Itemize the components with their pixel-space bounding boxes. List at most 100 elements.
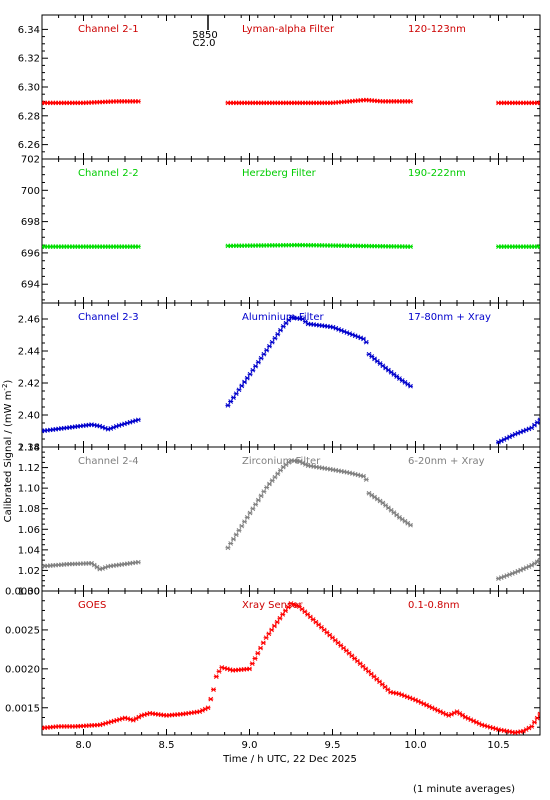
data-point	[247, 371, 253, 377]
panel-label-2: Aluminium Filter	[242, 312, 325, 323]
data-point	[228, 541, 234, 546]
data-point	[269, 339, 275, 345]
data-point	[264, 485, 270, 490]
y-tick-label: 694	[21, 280, 40, 291]
panel-3: 2.38 2.40 2.42 2.44 2.46 Channel 2-3 Aluminium…	[18, 302, 541, 454]
data-point	[260, 640, 266, 646]
data-point	[250, 506, 256, 512]
data-point	[280, 324, 286, 329]
data-point	[230, 536, 236, 542]
panel-2: 694 696 698 700 702 Channel 2-2 Herzberg Filte…	[21, 155, 541, 304]
y-tick-label: 1.06	[18, 525, 40, 536]
data-point	[255, 359, 261, 365]
data-point	[408, 383, 414, 389]
y-tick-label: 6.26	[18, 140, 40, 151]
x-tick-label: 9.0	[242, 740, 258, 751]
data-point	[225, 545, 231, 551]
data-point	[405, 381, 411, 387]
data-point	[244, 514, 250, 520]
panel-label-1: Channel 2-2	[78, 168, 139, 179]
data-point	[537, 711, 540, 717]
y-tick-label: 1.10	[18, 484, 40, 495]
y-tick-label: 1.00	[18, 587, 40, 598]
data-point	[228, 399, 234, 404]
data-point	[135, 244, 141, 250]
x-tick-label: 8.5	[159, 740, 175, 751]
panel-label-2: Herzberg Filter	[242, 168, 317, 179]
data-point	[408, 522, 414, 528]
y-tick-label: 2.44	[18, 347, 40, 358]
series-points	[42, 242, 540, 250]
panels-group: 6.26 6.28 6.30 6.32 6.34 Channel 2-1 Lyman-alp…	[5, 14, 541, 751]
data-point	[269, 627, 275, 633]
y-axis-label: Calibrated Signal / (mW m-2)	[1, 380, 14, 523]
data-point	[236, 387, 242, 393]
y-tick-label: 1.08	[18, 504, 40, 515]
data-point	[261, 489, 267, 494]
x-tick-label: 10.5	[487, 740, 509, 751]
data-point	[534, 715, 540, 721]
event-marker-class: C2.0	[193, 38, 216, 49]
y-tick-label: 1.04	[18, 545, 40, 556]
data-point	[253, 502, 259, 507]
data-point	[258, 355, 264, 361]
data-point	[135, 559, 141, 565]
panel-label-3: 190-222nm	[408, 168, 466, 179]
data-point	[531, 719, 537, 725]
data-point	[277, 467, 283, 473]
data-point	[537, 557, 540, 563]
panel-4: 1.00 1.02 1.04 1.06 1.08 1.10 1.12 1.14 Channel …	[18, 443, 541, 598]
y-tick-label: 1.14	[18, 443, 40, 454]
panel-1: 6.26 6.28 6.30 6.32 6.34 Channel 2-1 Lyman-alp…	[18, 14, 541, 160]
data-point	[239, 523, 245, 529]
panel-frame	[41, 158, 541, 304]
data-point	[537, 417, 540, 423]
data-point	[266, 481, 272, 487]
data-point	[275, 331, 281, 337]
x-tick-label: 9.5	[325, 740, 341, 751]
data-point	[261, 351, 267, 357]
data-point	[363, 477, 369, 482]
data-point	[274, 619, 280, 625]
data-point	[408, 99, 414, 104]
panel-label-2: Lyman-alpha Filter	[242, 24, 335, 35]
data-point	[230, 395, 236, 400]
data-point	[255, 497, 261, 503]
data-point	[529, 724, 535, 729]
x-tick-label: 10.0	[404, 740, 426, 751]
data-point	[372, 494, 378, 500]
data-point	[537, 100, 540, 106]
data-point	[211, 687, 217, 692]
data-point	[242, 379, 248, 385]
y-tick-label: 2.40	[18, 411, 40, 422]
y-tick-label: 2.38	[18, 443, 40, 454]
panel-frame	[41, 446, 541, 592]
data-point	[405, 520, 411, 526]
data-point	[399, 378, 405, 383]
panel-label-3: 0.1-0.8nm	[408, 600, 460, 611]
event-marker-number: 5850	[192, 30, 217, 41]
data-point	[396, 376, 402, 381]
data-point	[272, 335, 278, 341]
y-tick-label: 696	[21, 248, 40, 259]
data-point	[258, 493, 264, 499]
data-point	[249, 661, 255, 667]
y-tick-label: 0.0025	[5, 625, 40, 636]
y-tick-label: 1.02	[18, 566, 40, 577]
data-point	[277, 327, 283, 333]
data-point	[280, 611, 286, 617]
data-point	[285, 604, 291, 610]
data-point	[399, 516, 405, 522]
data-point	[213, 674, 219, 679]
data-point	[366, 490, 372, 496]
panel-label-1: Channel 2-4	[78, 456, 139, 467]
y-tick-label: 702	[21, 155, 40, 166]
data-point	[253, 363, 259, 369]
x-axis-label: Time / h UTC, 22 Dec 2025	[222, 754, 357, 765]
panel-label-2: Xray Sensor	[242, 600, 303, 611]
data-point	[233, 532, 239, 538]
data-point	[244, 375, 250, 381]
data-point	[135, 417, 141, 423]
y-tick-label: 0.0015	[5, 703, 40, 714]
